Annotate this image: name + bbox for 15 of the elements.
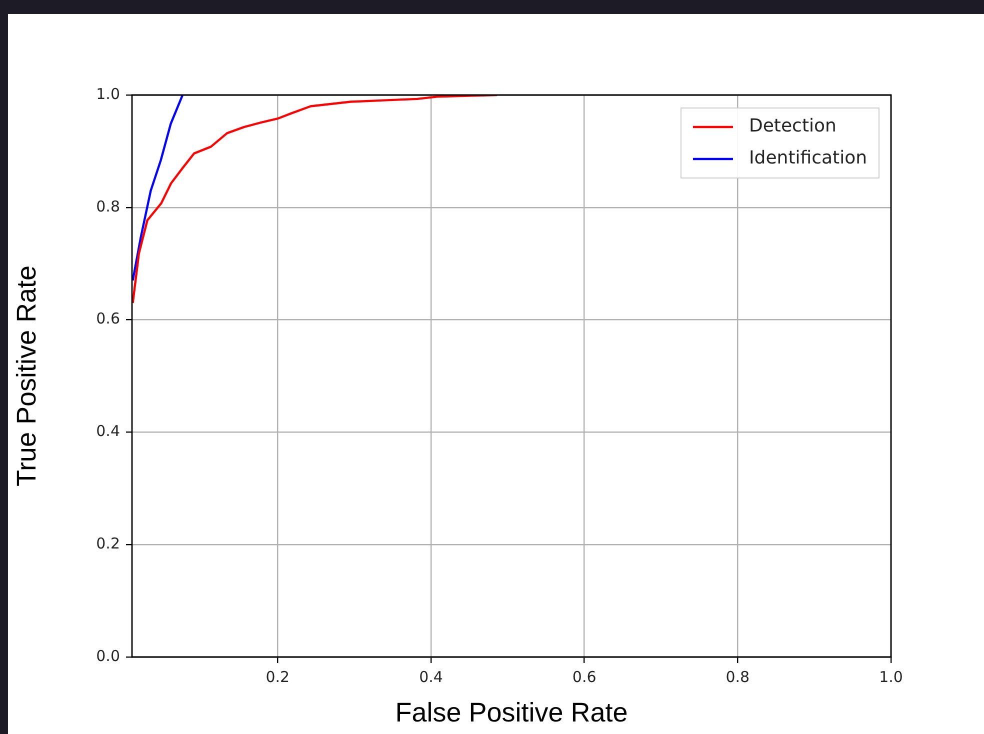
legend-label: Detection <box>748 116 836 137</box>
y-tick-label: 0.2 <box>96 534 120 552</box>
y-tick-label: 0.8 <box>96 197 120 216</box>
x-axis-title: False Positive Rate <box>395 697 628 728</box>
y-tick-label: 0.4 <box>96 422 120 440</box>
x-tick-label: 0.2 <box>266 668 290 686</box>
x-tick-label: 0.6 <box>572 668 596 686</box>
legend-label: Identification <box>748 148 868 169</box>
y-tick-label: 1.0 <box>96 84 120 103</box>
x-tick-label: 0.4 <box>419 668 443 686</box>
x-tick-label: 1.0 <box>879 668 903 686</box>
y-tick-label: 0.6 <box>96 310 120 328</box>
x-tick-label: 0.8 <box>726 668 750 686</box>
y-axis-title: True Positive Rate <box>12 265 42 487</box>
y-tick-label: 0.0 <box>96 646 120 665</box>
